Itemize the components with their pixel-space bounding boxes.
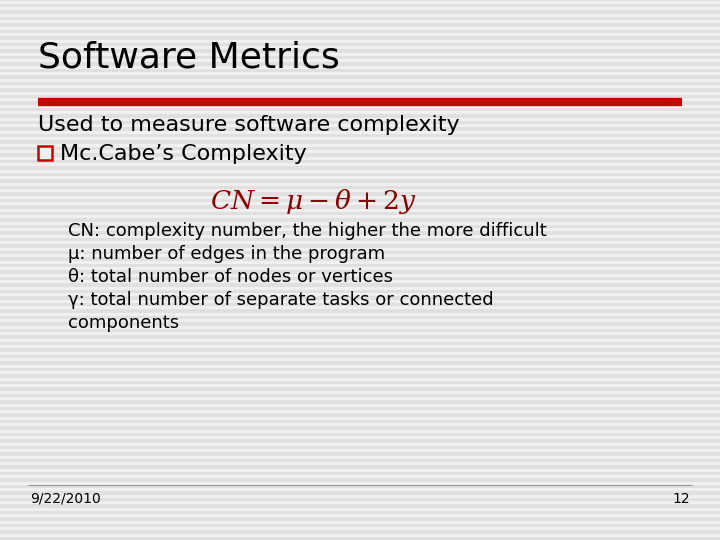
Bar	[0, 354, 720, 358]
Bar	[0, 166, 720, 170]
Bar	[0, 407, 720, 410]
Bar	[0, 107, 720, 111]
Bar	[0, 120, 720, 124]
Bar	[0, 537, 720, 540]
Bar	[0, 127, 720, 131]
Bar	[0, 387, 720, 390]
Bar	[0, 172, 720, 176]
Bar	[0, 75, 720, 78]
Text: Mc.Cabe’s Complexity: Mc.Cabe’s Complexity	[60, 144, 307, 164]
Text: 9/22/2010: 9/22/2010	[30, 492, 101, 506]
Bar	[0, 439, 720, 442]
Bar	[0, 133, 720, 137]
Bar	[0, 238, 720, 241]
Text: CN: complexity number, the higher the more difficult: CN: complexity number, the higher the mo…	[68, 222, 546, 240]
Bar	[0, 471, 720, 475]
Bar	[0, 465, 720, 469]
Bar	[0, 458, 720, 462]
Bar	[0, 199, 720, 202]
Bar	[0, 192, 720, 195]
Bar	[0, 361, 720, 365]
Bar	[0, 335, 720, 339]
Bar	[0, 400, 720, 403]
Bar	[0, 484, 720, 488]
Text: θ: total number of nodes or vertices: θ: total number of nodes or vertices	[68, 268, 393, 286]
Bar	[0, 289, 720, 293]
Bar	[0, 186, 720, 189]
Bar	[0, 504, 720, 508]
Bar	[0, 309, 720, 313]
Bar	[0, 231, 720, 234]
Bar	[0, 491, 720, 495]
Bar	[0, 374, 720, 377]
Bar	[0, 23, 720, 26]
Bar	[0, 497, 720, 501]
Bar	[0, 153, 720, 157]
Bar	[0, 3, 720, 7]
Bar	[0, 452, 720, 456]
Bar	[0, 446, 720, 449]
Bar	[0, 433, 720, 436]
Bar	[0, 257, 720, 260]
Bar	[38, 146, 52, 160]
Text: Software Metrics: Software Metrics	[38, 40, 340, 74]
Bar	[0, 296, 720, 300]
Bar	[0, 82, 720, 85]
Text: γ: total number of separate tasks or connected: γ: total number of separate tasks or con…	[68, 291, 494, 309]
Bar	[0, 270, 720, 273]
Bar	[0, 56, 720, 59]
Bar	[0, 322, 720, 326]
Bar	[0, 49, 720, 52]
Bar	[0, 251, 720, 254]
Bar	[0, 69, 720, 72]
Bar	[0, 302, 720, 306]
Bar	[0, 530, 720, 534]
Text: 12: 12	[672, 492, 690, 506]
Bar	[0, 30, 720, 33]
Bar	[0, 94, 720, 98]
Bar	[0, 10, 720, 14]
Bar	[0, 341, 720, 345]
Bar	[0, 17, 720, 20]
Bar	[0, 517, 720, 521]
Text: components: components	[68, 314, 179, 332]
Bar	[0, 394, 720, 397]
Bar	[0, 179, 720, 183]
Bar	[0, 62, 720, 65]
Bar	[0, 426, 720, 429]
Bar	[0, 510, 720, 514]
Bar	[0, 264, 720, 267]
Bar	[0, 140, 720, 144]
Bar	[0, 114, 720, 118]
Bar	[0, 212, 720, 215]
Bar	[0, 328, 720, 332]
Bar	[0, 368, 720, 371]
Bar	[0, 205, 720, 208]
Bar	[0, 478, 720, 482]
Bar	[0, 420, 720, 423]
Bar	[0, 283, 720, 287]
Bar	[0, 225, 720, 228]
Bar	[0, 36, 720, 39]
Bar	[0, 523, 720, 527]
Bar	[0, 315, 720, 319]
Bar	[0, 244, 720, 247]
Bar	[0, 146, 720, 150]
Bar	[0, 218, 720, 221]
Bar	[0, 348, 720, 352]
Bar	[0, 159, 720, 163]
Bar	[0, 88, 720, 91]
Bar	[0, 413, 720, 416]
Text: $CN = \mu - \theta + 2y$: $CN = \mu - \theta + 2y$	[210, 187, 417, 216]
Bar	[0, 381, 720, 384]
Bar	[0, 43, 720, 46]
Text: Used to measure software complexity: Used to measure software complexity	[38, 115, 459, 135]
Bar	[0, 101, 720, 105]
Text: μ: number of edges in the program: μ: number of edges in the program	[68, 245, 385, 263]
Bar	[0, 276, 720, 280]
